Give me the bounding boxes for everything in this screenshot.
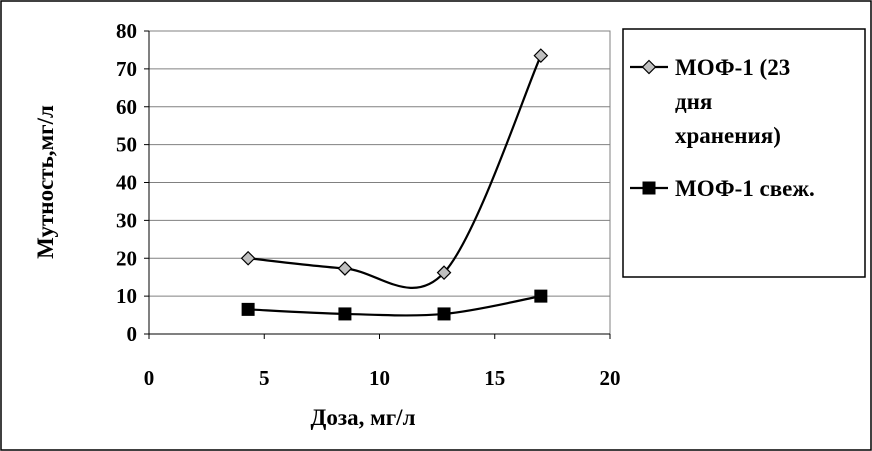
series-2-line bbox=[248, 295, 542, 317]
series-1-point bbox=[533, 48, 549, 63]
legend-label: хранения) bbox=[675, 123, 781, 148]
x-tick-label: 20 bbox=[600, 366, 621, 390]
legend-box bbox=[622, 28, 866, 278]
legend: МОФ-1 (23 дня хранения) МОФ-1 свеж. bbox=[630, 55, 815, 201]
series-2-point bbox=[338, 307, 352, 321]
series-2 bbox=[241, 289, 548, 321]
series-1 bbox=[240, 48, 549, 289]
y-tick-label: 0 bbox=[127, 322, 138, 346]
legend-swatch-marker bbox=[642, 181, 656, 195]
legend-label: дня bbox=[675, 89, 712, 114]
x-tick-label: 15 bbox=[484, 366, 505, 390]
y-axis-title: Мутность,мг/л bbox=[33, 105, 58, 259]
x-tick-label: 5 bbox=[259, 366, 270, 390]
y-tick-label: 80 bbox=[116, 19, 137, 43]
legend-label: МОФ-1 свеж. bbox=[675, 176, 815, 201]
x-tick-labels: 0 5 10 15 20 bbox=[144, 366, 621, 390]
series-2-point bbox=[534, 289, 548, 303]
series-1-point bbox=[240, 250, 256, 266]
series-1-point bbox=[436, 265, 452, 280]
series-2-point bbox=[437, 307, 451, 321]
series bbox=[240, 48, 549, 321]
series-2-point bbox=[241, 302, 255, 316]
y-tick-labels: 0 10 20 30 40 50 60 70 80 bbox=[116, 19, 137, 346]
legend-swatch-marker bbox=[641, 59, 657, 75]
y-tick-label: 30 bbox=[116, 208, 137, 232]
y-tick-label: 70 bbox=[116, 57, 137, 81]
y-tick-label: 40 bbox=[116, 171, 137, 195]
y-tick-label: 60 bbox=[116, 95, 137, 119]
y-tick-label: 10 bbox=[116, 284, 137, 308]
axes bbox=[144, 30, 611, 339]
grid-lines bbox=[149, 30, 610, 297]
x-axis-title: Доза, мг/л bbox=[311, 405, 416, 430]
legend-item-2: МОФ-1 свеж. bbox=[630, 176, 815, 201]
legend-item-1: МОФ-1 (23 дня хранения) bbox=[630, 55, 790, 148]
y-tick-label: 50 bbox=[116, 133, 137, 157]
legend-label: МОФ-1 (23 bbox=[675, 55, 790, 80]
series-1-line bbox=[247, 55, 542, 289]
series-1-point bbox=[337, 261, 353, 276]
x-tick-label: 0 bbox=[144, 366, 155, 390]
y-tick-label: 20 bbox=[116, 246, 137, 270]
x-tick-label: 10 bbox=[369, 366, 390, 390]
